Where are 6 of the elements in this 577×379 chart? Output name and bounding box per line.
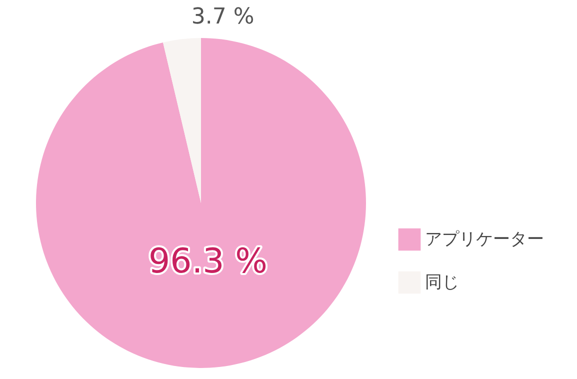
data-label: 96.3 % [148, 242, 268, 282]
data-label: 3.7 % [191, 4, 254, 30]
legend-label: アプリケーター [425, 230, 544, 250]
legend-label: 同じ [425, 272, 459, 292]
pie-slice [36, 38, 366, 368]
pie-slice [162, 38, 201, 203]
